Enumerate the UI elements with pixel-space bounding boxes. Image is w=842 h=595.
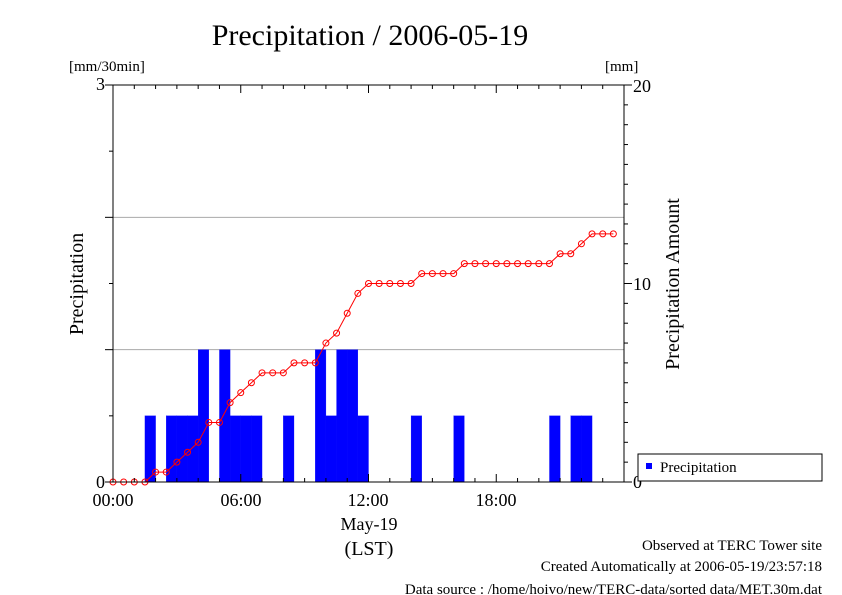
amount-point: [152, 468, 160, 476]
amount-point: [482, 260, 490, 268]
amount-point: [258, 369, 266, 377]
amount-point: [205, 418, 213, 426]
amount-point: [450, 270, 458, 278]
precipitation-bar: [251, 415, 263, 483]
amount-point: [279, 369, 287, 377]
amount-point: [386, 280, 394, 287]
amount-point: [545, 260, 553, 268]
amount-point: [588, 230, 596, 238]
x-tick-label: 18:00: [475, 490, 516, 510]
amount-point: [247, 379, 255, 387]
x-tick-label: 12:00: [347, 490, 388, 510]
precipitation-bar: [453, 415, 465, 483]
amount-point: [535, 260, 543, 268]
precipitation-bar: [347, 349, 359, 483]
legend-box: [637, 453, 823, 482]
amount-point: [365, 280, 372, 287]
footer-created: Created Automatically at 2006-05-19/23:5…: [541, 559, 822, 575]
amount-point: [215, 418, 223, 426]
left-tick-label: 0: [96, 472, 105, 492]
legend-swatch: [646, 463, 652, 469]
amount-point: [301, 359, 309, 367]
precipitation-bar: [549, 415, 561, 483]
precipitation-bar: [357, 415, 369, 483]
right-axis-unit: [mm]: [605, 59, 638, 75]
precipitation-bar: [166, 415, 178, 483]
precipitation-amount-line: [109, 230, 617, 486]
x-tick-label: 00:00: [92, 490, 133, 510]
amount-point: [322, 339, 330, 347]
amount-point: [428, 270, 436, 278]
precipitation-bar: [176, 415, 188, 483]
right-tick-label: 10: [633, 274, 651, 294]
amount-point: [609, 230, 617, 238]
precipitation-bar: [325, 415, 337, 483]
precipitation-bar: [240, 415, 252, 483]
amount-point: [514, 260, 522, 268]
amount-point: [162, 468, 170, 476]
precipitation-bar: [315, 349, 327, 483]
amount-point: [492, 260, 500, 268]
x-axis-date-label: May-19: [341, 514, 398, 534]
amount-point: [333, 329, 341, 337]
amount-point: [290, 359, 298, 367]
amount-point: [354, 289, 362, 297]
amount-point: [343, 309, 351, 317]
precipitation-bar: [336, 349, 348, 483]
right-axis-title: Precipitation Amount: [662, 198, 684, 370]
amount-series-line: [113, 233, 614, 483]
amount-point: [567, 250, 575, 258]
amount-point: [237, 389, 245, 397]
precipitation-bars: [144, 349, 593, 483]
amount-point: [396, 280, 404, 287]
amount-point: [226, 399, 234, 407]
precipitation-bar: [581, 415, 593, 483]
right-tick-label: 0: [633, 472, 642, 492]
amount-point: [599, 230, 607, 238]
left-axis-title: Precipitation: [66, 233, 88, 335]
legend: Precipitation: [637, 453, 823, 482]
amount-point: [311, 359, 319, 367]
precipitation-bar: [219, 349, 231, 483]
amount-point: [194, 438, 202, 446]
amount-point: [269, 369, 277, 377]
precipitation-bar: [410, 415, 422, 483]
legend-label: Precipitation: [660, 460, 737, 476]
amount-point: [184, 448, 192, 456]
amount-point: [471, 260, 479, 268]
footer-observed: Observed at TERC Tower site: [642, 538, 822, 554]
amount-point: [503, 260, 511, 268]
amount-point: [173, 458, 181, 466]
precipitation-bar: [283, 415, 295, 483]
amount-point: [375, 280, 383, 287]
amount-point: [407, 280, 415, 287]
x-axis-timezone-label: (LST): [345, 538, 394, 560]
precipitation-bar: [229, 415, 241, 483]
chart-title: Precipitation / 2006-05-19: [212, 19, 529, 52]
axis-ticks: [105, 84, 632, 483]
precipitation-bar: [187, 415, 199, 483]
precipitation-bar: [570, 415, 582, 483]
amount-point: [418, 270, 426, 278]
amount-point: [556, 250, 564, 258]
right-tick-label: 20: [633, 76, 651, 96]
precipitation-bar: [144, 415, 156, 483]
amount-point: [460, 260, 468, 268]
x-tick-label: 06:00: [220, 490, 261, 510]
amount-point: [439, 270, 447, 278]
left-axis-unit: [mm/30min]: [69, 59, 145, 75]
amount-point: [577, 240, 585, 248]
footer-data-source: Data source : /home/hoivo/new/TERC-data/…: [405, 582, 823, 595]
amount-point: [524, 260, 532, 268]
left-tick-label: 3: [96, 74, 105, 94]
precipitation-bar: [198, 349, 209, 483]
